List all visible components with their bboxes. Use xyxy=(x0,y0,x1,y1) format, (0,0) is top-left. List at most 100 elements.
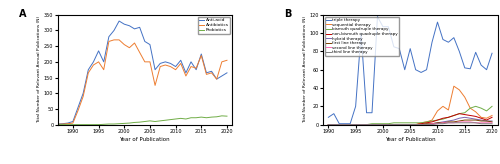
Probiotics xyxy=(188,117,194,119)
Probiotics xyxy=(208,116,214,118)
Line: bismuth quadruple therapy: bismuth quadruple therapy xyxy=(328,106,492,125)
Line: hybrid therapy: hybrid therapy xyxy=(328,117,492,125)
Antibiotics xyxy=(224,59,230,61)
triple therapy xyxy=(446,41,452,43)
sequential therapy xyxy=(380,124,386,126)
first line therapy xyxy=(440,122,446,124)
first line therapy xyxy=(369,124,375,126)
Probiotics xyxy=(224,115,230,117)
Anti-acid xyxy=(198,53,204,55)
non-bismuth quadruple therapy xyxy=(391,124,397,126)
Anti-acid xyxy=(132,28,138,30)
second line therapy xyxy=(396,124,402,126)
second line therapy xyxy=(451,122,457,124)
non-bismuth quadruple therapy xyxy=(434,119,440,121)
first line therapy xyxy=(374,124,380,126)
hybrid therapy xyxy=(484,120,490,122)
Anti-acid xyxy=(214,78,220,80)
Probiotics xyxy=(168,119,173,121)
first line therapy xyxy=(462,119,468,121)
sequential therapy xyxy=(391,124,397,126)
third line therapy xyxy=(391,124,397,126)
third line therapy xyxy=(347,124,353,126)
triple therapy xyxy=(336,123,342,125)
Line: first line therapy: first line therapy xyxy=(328,120,492,125)
Probiotics xyxy=(122,122,128,124)
third line therapy xyxy=(352,124,358,126)
triple therapy xyxy=(451,37,457,39)
third line therapy xyxy=(364,124,370,126)
third line therapy xyxy=(396,124,402,126)
Anti-acid xyxy=(111,30,117,31)
Antibiotics xyxy=(162,64,168,66)
triple therapy xyxy=(467,68,473,70)
hybrid therapy xyxy=(342,124,347,126)
bismuth quadruple therapy xyxy=(386,123,392,125)
third line therapy xyxy=(342,124,347,126)
Anti-acid xyxy=(152,69,158,71)
bismuth quadruple therapy xyxy=(369,123,375,125)
triple therapy xyxy=(440,39,446,41)
Y-axis label: Total Number of Relevant Annual Publications (N): Total Number of Relevant Annual Publicat… xyxy=(37,16,41,123)
Anti-acid xyxy=(193,69,199,71)
bismuth quadruple therapy xyxy=(326,124,332,126)
Line: Antibiotics: Antibiotics xyxy=(58,40,227,124)
second line therapy xyxy=(489,122,495,124)
bismuth quadruple therapy xyxy=(352,124,358,126)
bismuth quadruple therapy xyxy=(364,124,370,126)
non-bismuth quadruple therapy xyxy=(451,114,457,116)
non-bismuth quadruple therapy xyxy=(446,116,452,118)
first line therapy xyxy=(451,121,457,123)
sequential therapy xyxy=(434,110,440,112)
Y-axis label: Total Number of Relevant Annual Publications (N): Total Number of Relevant Annual Publicat… xyxy=(302,16,306,123)
Anti-acid xyxy=(122,23,128,25)
Probiotics xyxy=(172,118,178,120)
Antibiotics xyxy=(111,39,117,41)
first line therapy xyxy=(364,124,370,126)
hybrid therapy xyxy=(386,124,392,126)
hybrid therapy xyxy=(374,124,380,126)
third line therapy xyxy=(478,123,484,125)
Anti-acid xyxy=(54,123,60,125)
first line therapy xyxy=(446,121,452,123)
bismuth quadruple therapy xyxy=(462,112,468,114)
Probiotics xyxy=(116,123,122,125)
hybrid therapy xyxy=(352,124,358,126)
second line therapy xyxy=(380,124,386,126)
sequential therapy xyxy=(478,116,484,118)
non-bismuth quadruple therapy xyxy=(472,115,478,117)
Line: third line therapy: third line therapy xyxy=(328,123,492,125)
hybrid therapy xyxy=(364,124,370,126)
triple therapy xyxy=(462,67,468,69)
non-bismuth quadruple therapy xyxy=(374,124,380,126)
second line therapy xyxy=(374,124,380,126)
non-bismuth quadruple therapy xyxy=(386,124,392,126)
second line therapy xyxy=(352,124,358,126)
bismuth quadruple therapy xyxy=(451,114,457,116)
sequential therapy xyxy=(489,114,495,116)
hybrid therapy xyxy=(407,124,413,126)
bismuth quadruple therapy xyxy=(380,123,386,125)
triple therapy xyxy=(402,69,407,71)
Probiotics xyxy=(162,119,168,121)
triple therapy xyxy=(369,112,375,114)
non-bismuth quadruple therapy xyxy=(484,119,490,121)
first line therapy xyxy=(434,122,440,124)
Anti-acid xyxy=(208,70,214,72)
third line therapy xyxy=(462,122,468,124)
Probiotics xyxy=(111,123,117,125)
first line therapy xyxy=(418,124,424,126)
non-bismuth quadruple therapy xyxy=(369,124,375,126)
Anti-acid xyxy=(116,20,122,22)
Anti-acid xyxy=(100,61,106,63)
sequential therapy xyxy=(374,124,380,126)
second line therapy xyxy=(467,121,473,123)
first line therapy xyxy=(358,124,364,126)
Antibiotics xyxy=(80,95,86,97)
hybrid therapy xyxy=(380,124,386,126)
sequential therapy xyxy=(342,124,347,126)
first line therapy xyxy=(429,123,435,125)
Antibiotics xyxy=(208,72,214,74)
second line therapy xyxy=(336,124,342,126)
triple therapy xyxy=(412,69,418,71)
